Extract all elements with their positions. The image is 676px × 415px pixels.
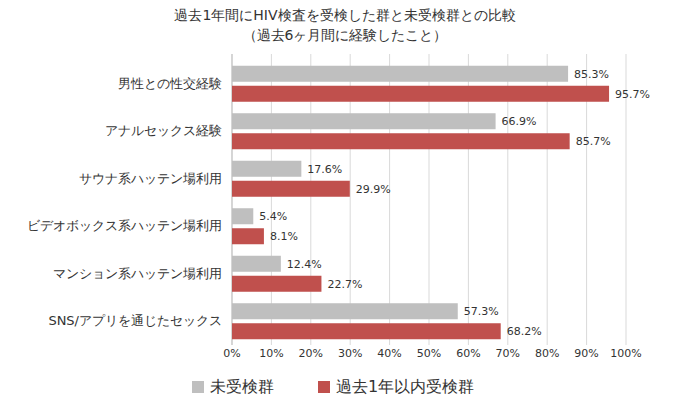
tick-label: 50% bbox=[417, 347, 441, 360]
tick-label: 80% bbox=[535, 347, 559, 360]
category-label: アナルセックス経験 bbox=[105, 123, 222, 138]
tick-label: 10% bbox=[259, 347, 283, 360]
legend: 未受検群 過去1年以内受検群 bbox=[192, 377, 474, 396]
bar bbox=[232, 161, 301, 177]
bar bbox=[232, 303, 458, 319]
bar bbox=[232, 86, 609, 102]
subtitle: （過去6ヶ月間に経験したこと） bbox=[243, 27, 448, 43]
tick-label: 20% bbox=[299, 347, 323, 360]
tick-label: 40% bbox=[377, 347, 401, 360]
bar bbox=[232, 276, 321, 292]
bar bbox=[232, 256, 281, 272]
legend-swatch bbox=[192, 381, 204, 393]
bar bbox=[232, 133, 570, 149]
tick-label: 90% bbox=[574, 347, 598, 360]
tick-label: 0% bbox=[223, 347, 240, 360]
legend-swatch bbox=[318, 381, 330, 393]
data-label: 22.7% bbox=[327, 278, 362, 291]
category-label: マンション系ハッテン場利用 bbox=[53, 266, 222, 281]
data-label: 85.7% bbox=[576, 135, 611, 148]
data-label: 12.4% bbox=[287, 258, 322, 271]
data-label: 95.7% bbox=[615, 88, 650, 101]
data-label: 68.2% bbox=[507, 325, 542, 338]
bar bbox=[232, 113, 496, 129]
tick-label: 70% bbox=[496, 347, 520, 360]
category-label: ビデオボックス系ハッテン場利用 bbox=[27, 218, 222, 233]
tick-label: 100% bbox=[610, 347, 641, 360]
data-label: 8.1% bbox=[270, 230, 298, 243]
legend-label: 過去1年以内受検群 bbox=[336, 377, 474, 396]
data-label: 5.4% bbox=[259, 210, 287, 223]
bar bbox=[232, 208, 253, 224]
chart: 過去1年間にHIV検査を受検した群と未受検群との比較 （過去6ヶ月間に経験したこと… bbox=[0, 0, 676, 415]
category-label: SNS/アプリを通じたセックス bbox=[48, 313, 222, 328]
data-label: 57.3% bbox=[464, 305, 499, 318]
tick-label: 30% bbox=[338, 347, 362, 360]
bars bbox=[232, 66, 609, 340]
bar bbox=[232, 66, 568, 82]
bar bbox=[232, 181, 350, 197]
bar bbox=[232, 228, 264, 244]
bar bbox=[232, 323, 501, 339]
tick-label: 60% bbox=[456, 347, 480, 360]
data-labels: 85.3% 95.7% 66.9% 85.7% 17.6% 29.9% 5.4% 8.1% 12… bbox=[259, 68, 650, 339]
legend-label: 未受検群 bbox=[210, 377, 274, 396]
grid bbox=[232, 54, 626, 345]
data-label: 29.9% bbox=[356, 183, 391, 196]
data-label: 66.9% bbox=[502, 115, 537, 128]
data-label: 85.3% bbox=[574, 68, 609, 81]
title: 過去1年間にHIV検査を受検した群と未受検群との比較 bbox=[174, 7, 515, 23]
category-label: 男性との性交経験 bbox=[118, 76, 222, 91]
data-label: 17.6% bbox=[307, 163, 342, 176]
category-label: サウナ系ハッテン場利用 bbox=[79, 171, 222, 186]
